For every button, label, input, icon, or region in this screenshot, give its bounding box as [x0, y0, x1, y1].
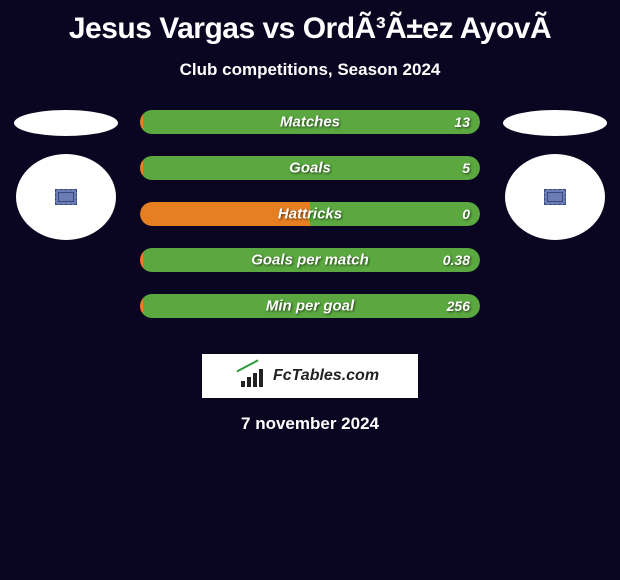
flag-right: [503, 110, 607, 136]
stat-label: Goals: [289, 160, 331, 177]
stat-bar: Goals 5: [140, 156, 480, 180]
comparison-panel: Matches 13 Goals 5 Hattricks 0 Goals per match…: [0, 110, 620, 340]
stat-label: Hattricks: [278, 206, 342, 223]
footer-logo: FcTables.com: [202, 354, 418, 398]
stat-value-right: 13: [454, 114, 470, 130]
page-title: Jesus Vargas vs OrdÃ³Ã±ez AyovÃ: [0, 0, 620, 46]
logo-chart-icon: [241, 365, 269, 387]
flag-left: [14, 110, 118, 136]
avatar-left: [16, 154, 116, 240]
placeholder-image-icon: [55, 189, 77, 205]
stat-value-right: 5: [462, 160, 470, 176]
placeholder-image-icon: [544, 189, 566, 205]
logo-text: FcTables.com: [273, 367, 379, 385]
subtitle: Club competitions, Season 2024: [0, 60, 620, 80]
stat-value-right: 0: [462, 206, 470, 222]
stat-label: Goals per match: [251, 252, 369, 269]
stat-label: Matches: [280, 114, 340, 131]
stat-value-right: 256: [447, 298, 470, 314]
player-right-column: [497, 110, 612, 240]
stat-bars: Matches 13 Goals 5 Hattricks 0 Goals per match…: [140, 110, 480, 340]
stat-label: Min per goal: [266, 298, 354, 315]
date: 7 november 2024: [0, 414, 620, 434]
stat-bar: Goals per match 0.38: [140, 248, 480, 272]
stat-bar: Min per goal 256: [140, 294, 480, 318]
avatar-right: [505, 154, 605, 240]
stat-bar: Matches 13: [140, 110, 480, 134]
stat-bar: Hattricks 0: [140, 202, 480, 226]
stat-value-right: 0.38: [443, 252, 470, 268]
player-left-column: [8, 110, 123, 240]
